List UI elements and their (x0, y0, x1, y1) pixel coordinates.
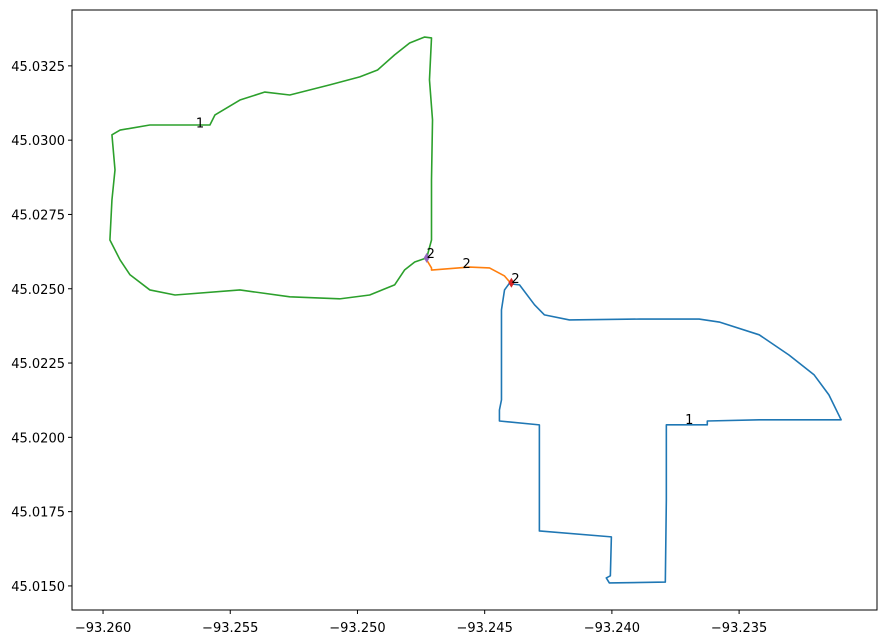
y-tick-label: 45.0250 (11, 283, 65, 298)
marker (423, 252, 430, 263)
y-tick-label: 45.0275 (11, 208, 65, 223)
x-tick-label: −93.240 (584, 621, 640, 636)
track-line (109, 36, 434, 300)
annotation: 2 (427, 247, 435, 262)
annotation: 2 (511, 272, 519, 287)
marker (508, 277, 515, 288)
x-tick-label: −93.255 (202, 621, 258, 636)
plot-area (109, 36, 842, 584)
annotation: 1 (196, 116, 204, 131)
y-tick-label: 45.0225 (11, 357, 65, 372)
axes-frame (71, 9, 878, 611)
y-tick-label: 45.0200 (11, 431, 65, 446)
track-line (425, 259, 512, 285)
y-tick-label: 45.0175 (11, 506, 65, 521)
y-tick-label: 45.0300 (11, 134, 65, 149)
x-tick-label: −93.235 (711, 621, 767, 636)
x-tick-label: −93.260 (75, 621, 131, 636)
annotation: 1 (685, 413, 693, 428)
x-tick-label: −93.245 (456, 621, 512, 636)
y-tick-label: 45.0150 (11, 580, 65, 595)
y-tick-label: 45.0325 (11, 60, 65, 75)
x-tick-label: −93.250 (329, 621, 385, 636)
track-line (498, 281, 842, 584)
annotation: 2 (463, 257, 471, 272)
